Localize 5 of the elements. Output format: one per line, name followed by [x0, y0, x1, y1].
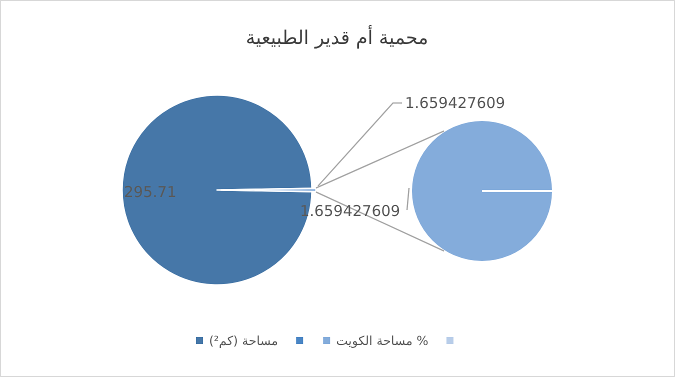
chart-title: محمية أم قدير الطبيعية [246, 25, 428, 49]
data-label: 1.659427609 [405, 94, 506, 112]
legend-label: مساحة (كم²) [209, 333, 278, 348]
legend-label: مساحة الكويت % [336, 333, 429, 349]
data-label: 295.71 [124, 183, 176, 201]
